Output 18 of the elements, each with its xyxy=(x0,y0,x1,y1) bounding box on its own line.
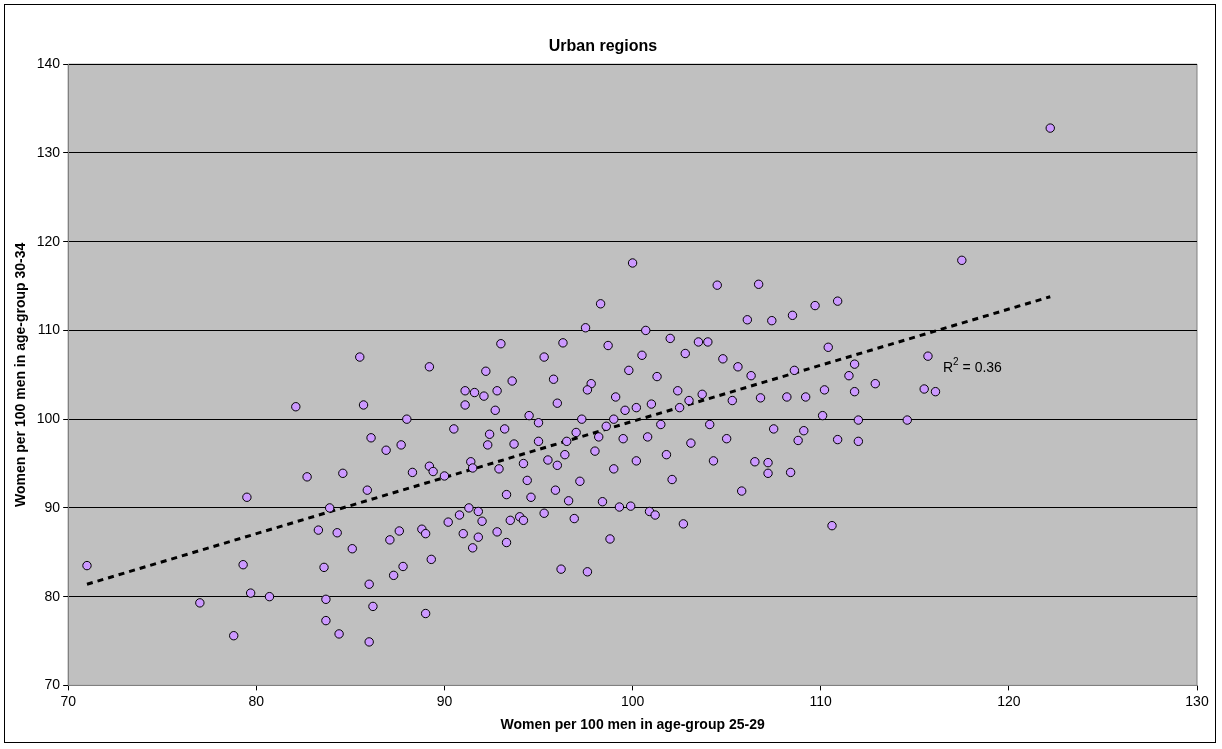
x-axis-title: Women per 100 men in age-group 25-29 xyxy=(500,716,765,733)
x-tick-label: 120 xyxy=(997,692,1021,709)
y-tick-label: 130 xyxy=(36,143,61,160)
x-tick-label: 70 xyxy=(60,692,77,709)
x-tick-label: 80 xyxy=(248,692,265,709)
x-tick-label: 130 xyxy=(1185,692,1209,709)
y-tick-label: 100 xyxy=(36,410,61,427)
y-tick-label: 140 xyxy=(36,55,61,72)
y-tick-label: 80 xyxy=(44,587,61,604)
x-tick-label: 100 xyxy=(620,692,645,709)
y-tick-label: 110 xyxy=(37,321,61,338)
x-tick-label: 90 xyxy=(436,692,453,709)
chart-title: Urban regions xyxy=(548,37,658,55)
y-tick-label: 120 xyxy=(36,232,61,249)
y-tick-label: 90 xyxy=(44,498,61,515)
y-axis-title: Women per 100 men in age-group 30-34 xyxy=(12,242,29,507)
y-tick-label: 70 xyxy=(44,676,61,693)
x-tick-label: 110 xyxy=(809,692,833,709)
